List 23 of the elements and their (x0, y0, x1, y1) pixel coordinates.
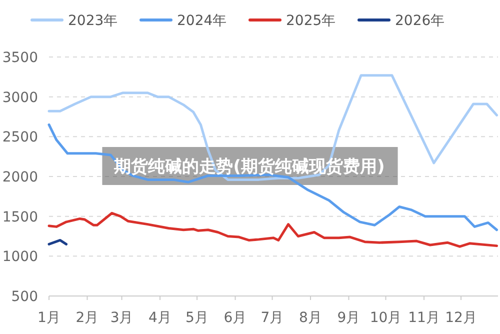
y-tick-label: 2000 (2, 170, 38, 186)
legend-label: 2024年 (177, 13, 227, 29)
x-tick-label: 4月 (148, 310, 172, 326)
x-tick-label: 3月 (110, 310, 134, 326)
x-tick-label: 2月 (76, 310, 99, 326)
x-tick-label: 12月 (445, 310, 477, 326)
y-tick-label: 3500 (2, 50, 38, 66)
x-tick-label: 8月 (299, 310, 322, 326)
x-tick-label: 6月 (224, 310, 247, 326)
legend-label: 2026年 (395, 13, 445, 29)
legend-label: 2023年 (68, 13, 118, 29)
legend-label: 2025年 (286, 13, 336, 29)
x-tick-label: 9月 (337, 310, 360, 326)
y-tick-label: 3000 (2, 90, 38, 106)
x-tick-label: 5月 (186, 310, 208, 326)
x-tick-label: 7月 (260, 310, 284, 326)
y-tick-label: 500 (11, 289, 38, 305)
y-tick-label: 1500 (2, 209, 38, 226)
x-tick-label: 11月 (408, 310, 440, 326)
y-tick-label: 1000 (2, 249, 38, 266)
x-tick-label: 10月 (370, 310, 402, 326)
x-tick-label: 1月 (38, 310, 60, 326)
y-tick-label: 2500 (2, 130, 38, 146)
